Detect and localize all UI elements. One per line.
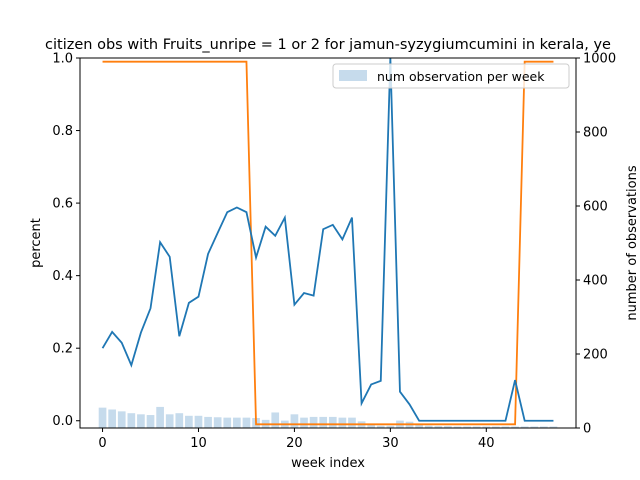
y2-tick-label: 400 (583, 274, 608, 289)
y-axis-label: percent (29, 218, 44, 268)
y-tick-label: 0.0 (52, 414, 73, 429)
legend-box (332, 63, 570, 89)
observation-bar (444, 426, 452, 428)
observation-bar (146, 415, 155, 428)
observation-bar (156, 406, 164, 428)
y-axis-right: 0 200 400 600 800 1000 (576, 52, 616, 437)
observation-bar (453, 426, 462, 428)
chart-title: citizen obs with Fruits_unripe = 1 or 2 … (45, 37, 611, 53)
x-tick-label: 10 (190, 436, 207, 451)
observation-bar (540, 426, 548, 428)
threshold-line (102, 60, 554, 426)
legend-label: num observation per week (377, 69, 545, 84)
y-tick-label: 0.6 (52, 197, 73, 212)
y2-tick-label: 600 (583, 200, 608, 215)
y-tick-label: 0.4 (52, 269, 73, 284)
observation-bar (434, 426, 443, 428)
observation-bar (185, 415, 193, 428)
x-tick-label: 30 (382, 436, 399, 451)
observation-bar (319, 416, 328, 428)
observation-bar (501, 426, 510, 428)
observation-bar (463, 426, 471, 428)
observation-bar (338, 417, 347, 428)
x-axis: 0 10 20 30 40 (98, 428, 495, 451)
observation-bar (376, 425, 385, 428)
observation-bar (328, 416, 337, 428)
observation-bar (98, 407, 107, 428)
observation-bar (386, 425, 395, 428)
observation-bar (530, 426, 539, 428)
y2-tick-label: 0 (583, 422, 591, 437)
observation-bar (472, 426, 481, 428)
observation-bar (309, 416, 318, 428)
y2-axis-label: number of observations (625, 165, 640, 320)
observation-bar (367, 425, 376, 428)
y2-tick-label: 200 (583, 348, 608, 363)
percent-line (101, 57, 554, 422)
observation-bar (204, 416, 212, 428)
observation-bar (127, 413, 136, 428)
observation-bar (194, 415, 203, 428)
y-axis-left: 0.0 0.2 0.4 0.6 0.8 1.0 (52, 52, 80, 429)
observation-bar (492, 426, 500, 428)
observation-bar (213, 417, 222, 428)
plot-frame (79, 57, 577, 429)
observation-bar (348, 417, 356, 428)
x-tick-label: 0 (98, 436, 106, 451)
observation-bar (482, 426, 491, 428)
y-tick-label: 0.2 (52, 342, 73, 357)
observation-bar (242, 417, 251, 428)
x-tick-label: 40 (478, 436, 495, 451)
y-tick-label: 1.0 (52, 52, 73, 67)
observation-bar (271, 412, 280, 428)
observation-bar (137, 414, 145, 428)
observation-bar (233, 417, 241, 428)
legend-swatch (339, 70, 367, 81)
observation-bar (175, 413, 184, 428)
observation-bar (300, 417, 308, 428)
observation-bar (290, 414, 299, 428)
y2-tick-label: 1000 (583, 52, 616, 67)
series-lines (101, 57, 554, 426)
observation-bar (415, 425, 423, 428)
observation-bar (223, 417, 232, 428)
legend: num observation per week (332, 63, 570, 89)
observation-bar (511, 426, 519, 428)
x-tick-label: 20 (286, 436, 303, 451)
observation-bar (165, 414, 174, 428)
observation-bar (549, 426, 558, 428)
observation-bar (108, 409, 116, 428)
observation-bar (520, 426, 529, 428)
y2-tick-label: 800 (583, 126, 608, 141)
observation-bar (117, 411, 126, 428)
x-axis-label: week index (291, 456, 365, 471)
y-tick-label: 0.8 (52, 124, 73, 139)
observation-bar (424, 425, 433, 428)
